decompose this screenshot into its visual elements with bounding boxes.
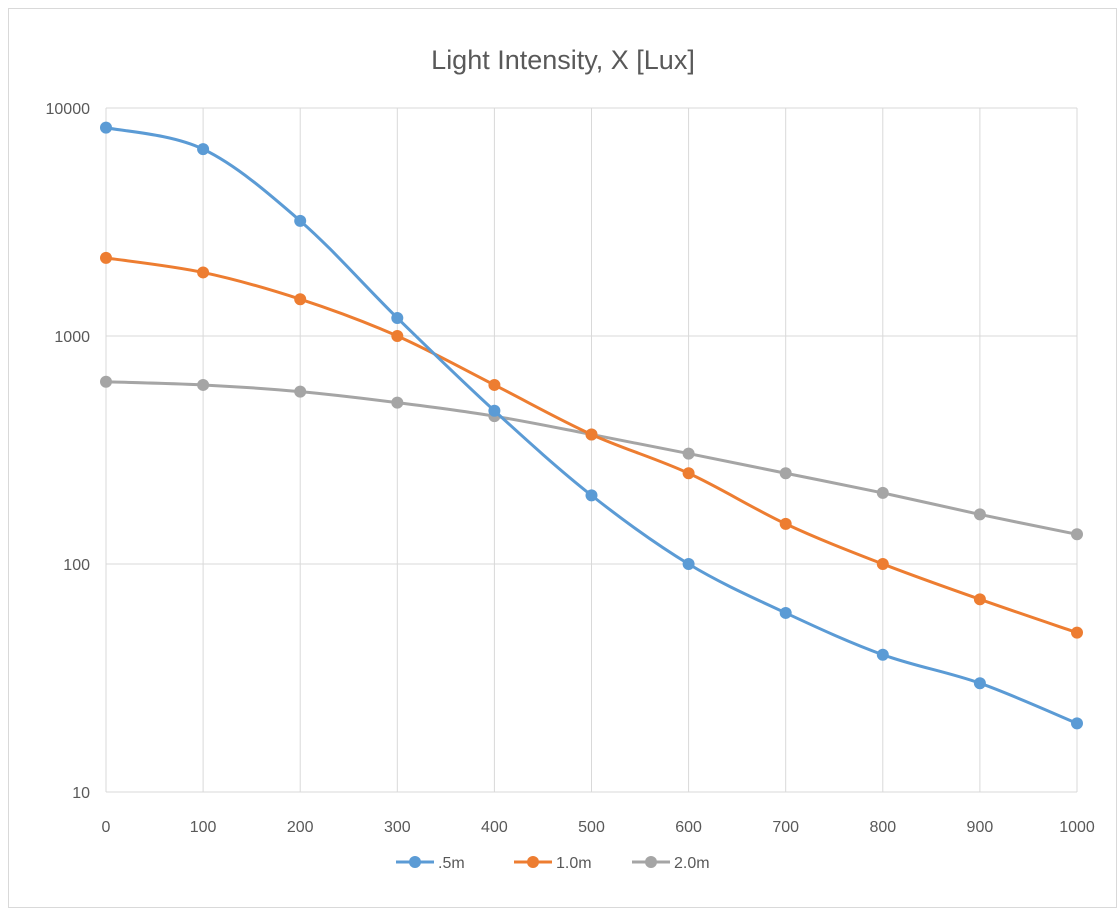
y-tick-label: 100 <box>63 557 90 574</box>
legend-entry: 1.0m <box>514 855 592 872</box>
series-10m <box>100 251 1083 639</box>
data-point <box>682 467 695 480</box>
data-point <box>876 558 889 570</box>
x-tick-label: 300 <box>384 819 411 836</box>
chart-frame: Light Intensity, X [Lux] 10 100 1000 10000 … <box>8 8 1117 908</box>
series-layer <box>100 121 1083 730</box>
legend-entry: .5m <box>396 855 465 872</box>
data-point <box>294 385 307 398</box>
data-point <box>488 404 501 417</box>
data-point <box>1071 528 1083 541</box>
data-point <box>197 143 210 156</box>
data-point <box>682 558 695 570</box>
x-tick-label: 1000 <box>1059 819 1095 836</box>
data-point <box>391 311 404 324</box>
y-axis-ticks: 10 100 1000 10000 <box>46 101 91 802</box>
legend-label: 1.0m <box>556 855 592 872</box>
data-point <box>100 375 112 388</box>
x-tick-label: 700 <box>772 819 799 836</box>
x-tick-label: 800 <box>869 819 896 836</box>
legend-entry: 2.0m <box>632 855 710 872</box>
x-tick-label: 600 <box>675 819 702 836</box>
data-point <box>197 266 210 279</box>
x-tick-label: 0 <box>102 819 111 836</box>
gridlines <box>105 107 1078 793</box>
data-point <box>294 293 307 306</box>
data-point <box>973 508 986 521</box>
legend-marker <box>645 856 657 868</box>
data-point <box>973 677 986 690</box>
legend-label: 2.0m <box>674 855 710 872</box>
data-point <box>779 467 792 480</box>
legend: .5m 1.0m 2.0m <box>396 855 710 872</box>
data-point <box>100 251 112 264</box>
series-line <box>105 126 1078 725</box>
x-tick-label: 900 <box>967 819 994 836</box>
x-tick-label: 100 <box>190 819 217 836</box>
chart-title: Light Intensity, X [Lux] <box>431 45 695 75</box>
series-5m <box>100 121 1083 730</box>
data-point <box>1071 717 1083 730</box>
legend-marker <box>409 856 421 868</box>
data-point <box>585 428 598 441</box>
chart-area: Light Intensity, X [Lux] 10100100010000 … <box>46 45 1095 872</box>
data-point <box>197 378 210 391</box>
x-tick-label: 500 <box>578 819 605 836</box>
y-tick-label: 1000 <box>54 329 90 346</box>
x-tick-label: 200 <box>287 819 314 836</box>
data-point <box>391 330 404 342</box>
data-point <box>682 447 695 460</box>
data-point <box>876 648 889 661</box>
data-point <box>391 396 404 409</box>
legend-label: .5m <box>438 855 465 872</box>
data-point <box>294 214 307 227</box>
data-point <box>488 378 501 391</box>
data-point <box>876 486 889 499</box>
y-tick-label: 10 <box>72 785 90 802</box>
legend-marker <box>527 856 539 868</box>
data-point <box>100 121 112 134</box>
data-point <box>779 606 792 619</box>
data-point <box>1071 626 1083 639</box>
x-tick-label: 400 <box>481 819 508 836</box>
y-tick-label: 10000 <box>46 101 91 118</box>
x-axis-ticks: 0 100 200 300 400 500 600 700 800 900 1000 <box>102 819 1095 836</box>
data-point <box>585 489 598 502</box>
data-point <box>973 593 986 606</box>
data-point <box>779 517 792 530</box>
